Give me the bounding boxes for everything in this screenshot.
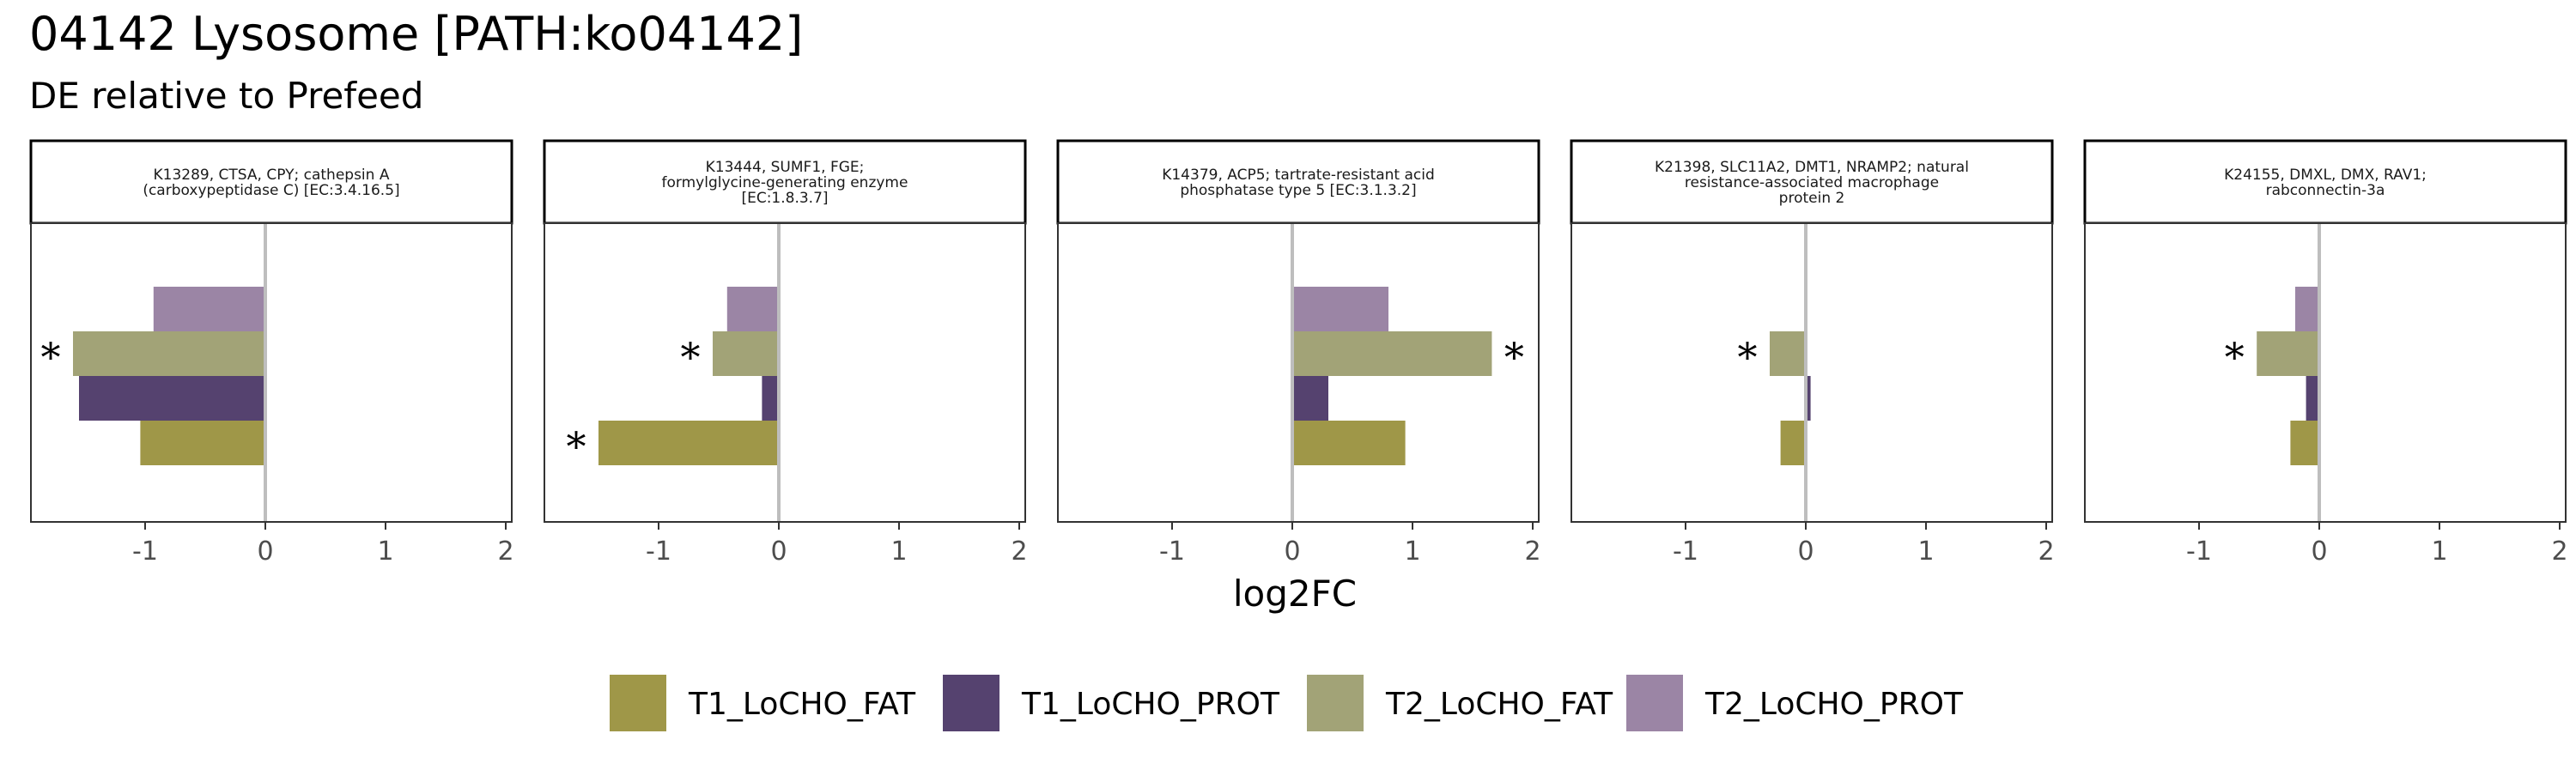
facet-strip: [1056, 139, 1540, 225]
bar: [1292, 376, 1328, 421]
significance-marker: *: [1504, 334, 1524, 380]
bar: [79, 376, 265, 421]
x-tick-label: 1: [2431, 537, 2447, 567]
bar: [140, 421, 265, 465]
x-tick-label: 0: [2311, 537, 2327, 567]
significance-marker: *: [681, 334, 701, 380]
x-tick-label: 0: [257, 537, 273, 567]
x-tick-label: -1: [1673, 537, 1698, 567]
panels-layer: K13289, CTSA, CPY; cathepsin A(carboxype…: [29, 139, 2568, 567]
significance-marker: *: [2225, 334, 2245, 380]
bar: [2306, 376, 2319, 421]
plot-panel: [544, 222, 1026, 523]
legend-swatch: [1307, 675, 1364, 731]
facet-strip-label: rabconnectin-3a: [2266, 182, 2385, 199]
x-tick-label: -1: [2186, 537, 2212, 567]
legend-label: T2_LoCHO_PROT: [1704, 687, 1964, 722]
legend-swatch: [1626, 675, 1683, 731]
bar: [2257, 331, 2319, 376]
x-tick-label: 1: [1404, 537, 1420, 567]
x-axis-label: log2FC: [1233, 573, 1357, 615]
x-tick-label: -1: [646, 537, 671, 567]
legend: T1_LoCHO_FAT T1_LoCHO_PROT T2_LoCHO_FAT T2_…: [610, 675, 1964, 731]
facet-panel: K14379, ACP5; tartrate-resistant acidpho…: [1056, 139, 1541, 567]
facet-panel: K24155, DMXL, DMX, RAV1;rabconnectin-3a *…: [2083, 139, 2568, 567]
facet-strip-label: K21398, SLC11A2, DMT1, NRAMP2; natural: [1655, 159, 1969, 176]
x-tick-label: 2: [497, 537, 513, 567]
facet-panel: K13444, SUMF1, FGE;formylglycine-generat…: [543, 139, 1028, 567]
legend-label: T2_LoCHO_FAT: [1385, 687, 1613, 722]
facet-panel: K13289, CTSA, CPY; cathepsin A(carboxype…: [29, 139, 514, 567]
plot-panel: [2084, 222, 2567, 523]
significance-marker: *: [41, 334, 61, 380]
facet-strip-label: protein 2: [1779, 190, 1845, 207]
facet-strip-label: phosphatase type 5 [EC:3.1.3.2]: [1180, 182, 1416, 199]
bar: [73, 331, 265, 376]
facet-strip-label: formylglycine-generating enzyme: [662, 174, 908, 191]
facet-strip: [29, 139, 513, 225]
x-tick-label: -1: [132, 537, 158, 567]
plot-panel: [1571, 222, 2053, 523]
bar: [1292, 287, 1388, 331]
legend-swatch: [610, 675, 666, 731]
bar: [726, 287, 779, 331]
x-tick-label: 0: [1284, 537, 1300, 567]
x-tick-label: 2: [2551, 537, 2567, 567]
legend-item: T2_LoCHO_FAT: [1307, 675, 1613, 731]
facet-strip: [543, 139, 1027, 225]
bar: [2295, 287, 2319, 331]
bar: [1770, 331, 1806, 376]
bar: [2290, 421, 2319, 465]
facet-strip-label: K13289, CTSA, CPY; cathepsin A: [154, 167, 390, 184]
significance-marker: *: [567, 423, 586, 470]
x-tick-label: 0: [770, 537, 787, 567]
facet-strip-label: resistance-associated macrophage: [1685, 174, 1939, 191]
facet-strip-label: [EC:1.8.3.7]: [741, 190, 828, 207]
facet-panel: K21398, SLC11A2, DMT1, NRAMP2; naturalre…: [1570, 139, 2055, 567]
bar: [1292, 421, 1406, 465]
x-tick-label: 0: [1797, 537, 1814, 567]
legend-item: T1_LoCHO_PROT: [943, 675, 1280, 731]
legend-item: T1_LoCHO_FAT: [610, 675, 916, 731]
chart-subtitle: DE relative to Prefeed: [29, 75, 423, 117]
facet-strip-label: K24155, DMXL, DMX, RAV1;: [2224, 167, 2427, 184]
facet-strip-label: K13444, SUMF1, FGE;: [706, 159, 865, 176]
x-tick-label: 2: [2038, 537, 2054, 567]
x-tick-label: 1: [890, 537, 907, 567]
x-tick-label: 1: [377, 537, 393, 567]
bar: [598, 421, 779, 465]
facet-strip-label: (carboxypeptidase C) [EC:3.4.16.5]: [143, 182, 399, 199]
bar: [1780, 421, 1806, 465]
legend-label: T1_LoCHO_FAT: [688, 687, 916, 722]
bar: [153, 287, 265, 331]
bar: [762, 376, 779, 421]
legend-item: T2_LoCHO_PROT: [1626, 675, 1964, 731]
significance-marker: *: [1738, 334, 1758, 380]
bar: [1806, 376, 1811, 421]
chart-title: 04142 Lysosome [PATH:ko04142]: [29, 7, 803, 61]
x-tick-label: 1: [1917, 537, 1934, 567]
bar: [1292, 331, 1492, 376]
facet-strip-label: K14379, ACP5; tartrate-resistant acid: [1162, 167, 1435, 184]
x-tick-label: -1: [1159, 537, 1185, 567]
bar: [713, 331, 779, 376]
legend-swatch: [943, 675, 999, 731]
legend-label: T1_LoCHO_PROT: [1021, 687, 1280, 722]
x-tick-label: 2: [1011, 537, 1027, 567]
x-tick-label: 2: [1524, 537, 1540, 567]
